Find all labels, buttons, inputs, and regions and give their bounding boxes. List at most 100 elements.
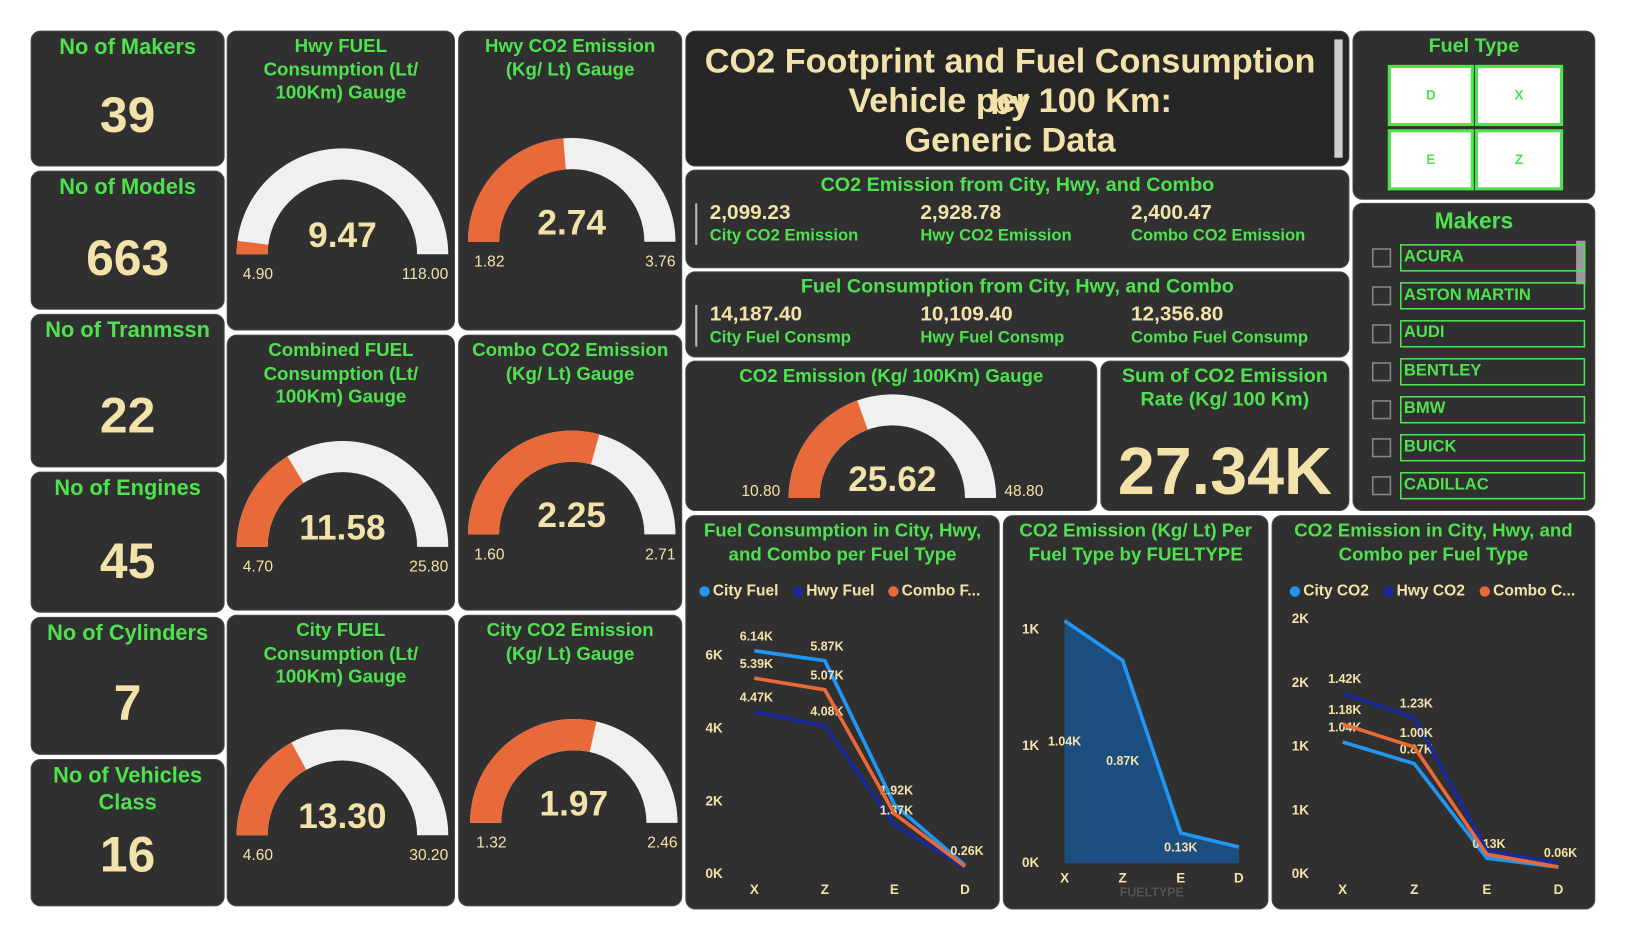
x-tick-label: D — [1554, 882, 1564, 897]
slicer-option[interactable] — [1399, 471, 1586, 500]
y-tick-label: 1K — [1022, 622, 1039, 637]
y-tick-label: 4K — [706, 720, 723, 735]
gauge-title: Hwy FUEL Consumption (Lt/ 100Km) Gauge — [263, 35, 419, 103]
legend-marker — [699, 586, 710, 597]
y-tick-label: 0K — [1292, 866, 1309, 881]
gauge-value: 25.62 — [848, 459, 937, 500]
slicer-option[interactable] — [1399, 244, 1586, 272]
line — [1342, 722, 1559, 869]
slicer-option-label[interactable]: BENTLEY — [1403, 361, 1482, 380]
panel — [1352, 202, 1596, 512]
checkbox[interactable] — [1371, 324, 1392, 344]
slicer-option-label[interactable]: Z — [1514, 151, 1524, 168]
card-value: 10,109.40 — [920, 302, 1013, 326]
chart-title: Fuel Consumption in City, Hwy, and Combo… — [703, 519, 982, 565]
legend-marker — [792, 586, 804, 597]
slicer-option[interactable] — [1387, 64, 1474, 127]
line — [753, 709, 966, 870]
gauge-title: City CO2 Emission (Kg/ Lt) Gauge — [486, 619, 654, 664]
panel — [226, 30, 455, 331]
slicer-option-label[interactable]: AUDI — [1403, 323, 1445, 342]
card-label: Combo Fuel Consump — [1130, 328, 1309, 347]
slicer-option[interactable] — [1399, 358, 1586, 386]
data-label: 0.13K — [1164, 840, 1197, 854]
line — [1063, 619, 1240, 849]
gauge-title: City FUEL Consumption (Lt/ 100Km) Gauge — [263, 619, 419, 687]
scrollbar — [1334, 39, 1343, 158]
panel — [30, 616, 225, 755]
slicer-option-label[interactable]: BMW — [1403, 399, 1446, 418]
gauge-max: 2.71 — [645, 545, 676, 564]
slicer-option-label[interactable]: CADILLAC — [1403, 475, 1489, 494]
slicer-option-label[interactable]: X — [1514, 87, 1524, 103]
data-label: 4.47K — [740, 690, 773, 704]
checkbox[interactable] — [1371, 438, 1392, 458]
card-value: 12,356.80 — [1130, 302, 1224, 326]
slicer-option[interactable] — [1399, 433, 1586, 462]
y-tick-label: 2K — [1292, 611, 1309, 626]
panel — [685, 30, 1350, 167]
slicer-option[interactable] — [1474, 64, 1564, 127]
slicer-option-label[interactable]: D — [1425, 87, 1436, 103]
x-tick-label: Z — [1410, 882, 1418, 897]
legend-marker — [1289, 586, 1301, 597]
legend-label: Hwy CO2 — [1397, 583, 1466, 600]
slicer-option[interactable] — [1399, 282, 1586, 310]
kpi-value: 45 — [99, 534, 156, 590]
gauge-min: 1.32 — [476, 834, 507, 852]
kpi-value: 663 — [86, 231, 170, 287]
gauge-value: 9.47 — [308, 215, 377, 256]
legend-marker — [1479, 586, 1490, 597]
slicer-option-label[interactable]: BUICK — [1403, 437, 1457, 456]
card-title: Sum of CO2 Emission Rate (Kg/ 100 Km) — [1121, 365, 1328, 411]
checkbox[interactable] — [1371, 362, 1392, 382]
gauge-max: 3.76 — [645, 253, 676, 271]
gauge-max: 30.20 — [409, 846, 449, 865]
gauge-value: 11.58 — [299, 508, 386, 548]
data-label: 5.07K — [810, 669, 843, 683]
data-label: 0.26K — [950, 844, 983, 858]
panel — [685, 515, 1000, 910]
slicer-option[interactable] — [1399, 396, 1586, 424]
slicer-option[interactable] — [1474, 129, 1564, 191]
slicer-option-label[interactable]: E — [1426, 151, 1436, 168]
x-tick-label: Z — [1119, 870, 1127, 885]
y-tick-label: 2K — [706, 793, 723, 808]
legend-label: Combo C... — [1493, 583, 1575, 600]
data-label: 1.42K — [1328, 672, 1361, 686]
slicer-option-label[interactable]: ACURA — [1403, 247, 1464, 266]
slicer-option[interactable] — [1399, 320, 1586, 348]
gauge-fill — [467, 138, 566, 242]
checkbox[interactable] — [1371, 400, 1392, 420]
checkbox[interactable] — [1371, 476, 1392, 496]
checkbox[interactable] — [1371, 286, 1392, 306]
gauge-fill — [788, 400, 868, 499]
panel — [226, 334, 455, 611]
kpi-label: No of Models — [59, 175, 197, 200]
data-label: 5.39K — [740, 657, 773, 671]
gauge-min: 1.82 — [474, 253, 505, 271]
panel — [685, 360, 1098, 512]
slicer-option-label[interactable]: ASTON MARTIN — [1403, 285, 1531, 304]
data-label: 1.23K — [1400, 697, 1433, 711]
gauge-fill — [236, 240, 269, 255]
card-value: 2,928.78 — [920, 201, 1002, 225]
gauge-max: 25.80 — [409, 558, 449, 576]
kpi-label: No of Tranmssn — [45, 318, 210, 343]
y-tick-label: 6K — [706, 647, 723, 662]
chart-title: CO2 Emission in City, Hwy, and Combo per… — [1294, 519, 1573, 565]
card-label: Hwy Fuel Consmp — [920, 328, 1065, 347]
data-label: 0.87K — [1106, 754, 1139, 768]
card-value: 14,187.40 — [709, 302, 803, 326]
gauge-min: 4.70 — [242, 558, 274, 576]
title-line: Generic Data — [904, 120, 1116, 159]
kpi-label: No of Makers — [59, 35, 197, 60]
gauge-title: Combined FUEL Consumption (Lt/ 100Km) Ga… — [263, 339, 419, 407]
gauge-title: CO2 Emission (Kg/ 100Km) Gauge — [739, 365, 1044, 386]
checkbox[interactable] — [1371, 248, 1392, 268]
legend-label: Hwy Fuel — [806, 583, 874, 600]
slicer-option[interactable] — [1387, 129, 1474, 191]
panel — [1271, 515, 1596, 910]
gauge-value: 2.25 — [537, 495, 607, 536]
